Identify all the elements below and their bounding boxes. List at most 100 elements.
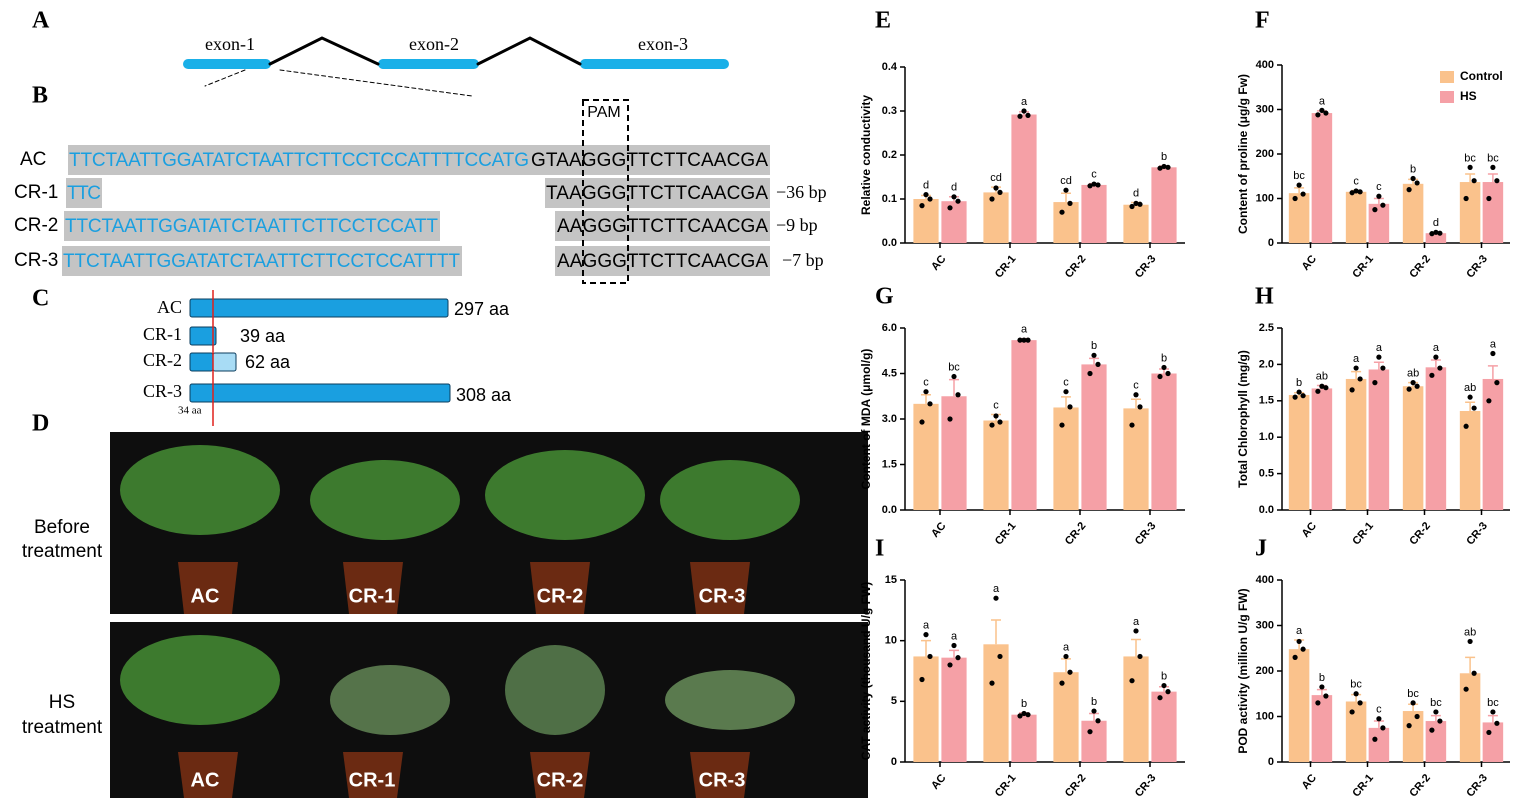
row-title: treatment	[22, 717, 103, 738]
x-tick-label: CR-3	[1464, 772, 1490, 799]
panel-letter: H	[1255, 284, 1274, 310]
data-point	[1137, 404, 1143, 410]
significance-letter: c	[1376, 704, 1382, 716]
error-bar	[921, 639, 931, 657]
line-name: AC	[20, 149, 46, 170]
bar	[1081, 364, 1107, 510]
y-tick-label: 300	[1256, 619, 1274, 631]
y-tick-label: 0.1	[882, 193, 897, 205]
significance-letter: ab	[1464, 382, 1476, 394]
error-bar	[1430, 714, 1441, 722]
y-tick-label: 2.5	[1259, 322, 1274, 334]
data-point	[1087, 370, 1093, 377]
data-point	[1463, 423, 1469, 429]
bar	[1345, 191, 1367, 243]
line-name: CR-2	[143, 350, 182, 370]
data-point	[1429, 231, 1435, 237]
bar	[913, 199, 939, 243]
data-point	[1357, 189, 1363, 195]
x-tick-label: CR-2	[1063, 772, 1089, 799]
deletion: −7 bp	[782, 250, 824, 270]
error-bar	[1430, 359, 1441, 368]
x-tick-label: CR-2	[1407, 772, 1433, 799]
data-point	[993, 185, 999, 191]
data-point	[1059, 209, 1065, 215]
data-point	[1410, 700, 1416, 706]
row-title: Before	[34, 517, 90, 538]
data-point	[1021, 710, 1027, 717]
x-tick-label: CR-2	[1063, 520, 1089, 547]
flank-seq: AAGGGTTCTTCAACGA	[557, 251, 768, 272]
data-point	[1437, 718, 1443, 724]
significance-letter: a	[1433, 342, 1440, 354]
plant-label: CR-2	[537, 769, 584, 791]
data-point	[1376, 354, 1382, 360]
line-name: CR-3	[143, 381, 182, 401]
data-point	[1414, 383, 1420, 389]
bar	[1288, 394, 1310, 510]
data-point	[1494, 178, 1500, 184]
x-tick-label: CR-1	[1350, 772, 1376, 799]
bar	[983, 192, 1009, 243]
y-axis-title: Content of proline (μg/g Fw)	[1236, 74, 1250, 234]
significance-letter: cd	[990, 172, 1002, 184]
target-seq: TTCTAATTGGATATCTAATTCTTCCTCCATTTTCCATG	[69, 150, 529, 171]
target-seq: TTC	[67, 183, 101, 204]
significance-letter: a	[923, 620, 930, 632]
line-name: AC	[157, 297, 182, 317]
data-point	[1463, 195, 1469, 202]
data-point	[997, 653, 1003, 660]
data-point	[923, 389, 929, 395]
significance-letter: b	[1296, 377, 1302, 389]
data-point	[1353, 188, 1359, 194]
data-point	[1025, 337, 1031, 343]
y-tick-label: 0	[1268, 756, 1274, 768]
data-point	[1157, 165, 1163, 171]
data-point	[1353, 365, 1359, 371]
data-point	[1133, 628, 1139, 634]
y-tick-label: 0	[1268, 237, 1274, 249]
data-point	[1319, 107, 1325, 113]
x-tick-label: AC	[929, 772, 948, 792]
data-point	[1091, 708, 1097, 714]
significance-letter: cd	[1060, 175, 1072, 187]
plant-drawings	[120, 445, 800, 798]
panel-letter: C	[32, 286, 49, 312]
error-bar	[1373, 361, 1384, 370]
bar	[1123, 408, 1149, 510]
y-tick-label: 0	[891, 756, 897, 768]
data-point	[1323, 110, 1329, 116]
significance-letter: ab	[1316, 370, 1328, 382]
x-tick-label: CR-3	[1464, 520, 1490, 547]
data-point	[1161, 163, 1167, 170]
plant-label: AC	[191, 585, 220, 607]
significance-letter: a	[1376, 342, 1383, 354]
plant-label: CR-1	[349, 769, 396, 791]
data-point	[1380, 725, 1386, 731]
significance-letter: bc	[1430, 697, 1442, 709]
plant-label: CR-2	[537, 585, 584, 607]
data-point	[1063, 653, 1069, 660]
data-point	[1490, 164, 1496, 170]
data-point	[1095, 182, 1101, 188]
bar	[913, 403, 939, 510]
y-tick-label: 0.0	[882, 237, 897, 249]
significance-letter: b	[1161, 352, 1167, 364]
data-point	[1087, 729, 1093, 735]
error-bar	[949, 649, 959, 658]
significance-letter: bc	[1293, 170, 1305, 182]
gene-model	[183, 36, 729, 97]
data-point	[919, 203, 925, 209]
data-point	[1471, 670, 1477, 676]
data-point	[1017, 337, 1023, 343]
row-title: treatment	[22, 541, 103, 562]
plant-label: CR-1	[349, 585, 396, 607]
bar	[1123, 204, 1149, 243]
bar	[1425, 367, 1447, 510]
y-tick-label: 1.5	[882, 458, 897, 470]
data-point	[1129, 678, 1135, 684]
bar	[1011, 714, 1037, 762]
error-bar	[1131, 638, 1141, 657]
x-tick-label: CR-3	[1133, 520, 1159, 547]
y-tick-label: 100	[1256, 710, 1274, 722]
